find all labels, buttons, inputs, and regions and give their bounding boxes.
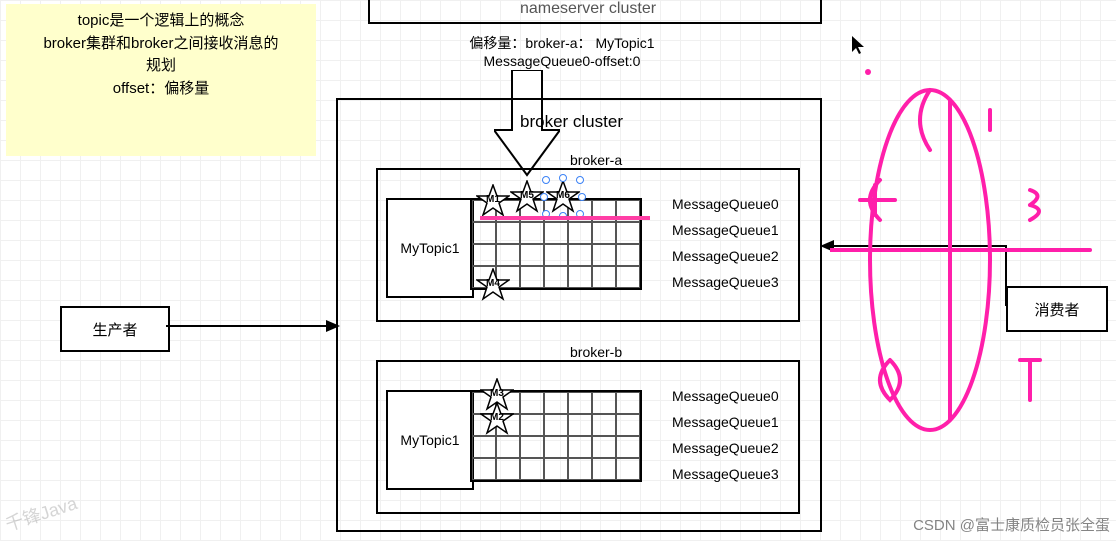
selection-handle[interactable] [540, 193, 548, 201]
grid-cell [544, 266, 568, 288]
broker-cluster-title: broker cluster [520, 112, 623, 132]
grid-cell [520, 414, 544, 436]
broker-b-q2: MessageQueue2 [672, 440, 779, 456]
grid-cell [616, 414, 640, 436]
broker-b-topic-label: MyTopic1 [400, 432, 459, 448]
grid-cell [496, 244, 520, 266]
message-star: M6 [546, 180, 580, 214]
grid-cell [616, 222, 640, 244]
note-line1: topic是一个逻辑上的概念 [14, 10, 308, 33]
grid-cell [568, 266, 592, 288]
grid-cell [568, 392, 592, 414]
grid-cell [520, 458, 544, 480]
grid-cell [568, 458, 592, 480]
grid-cell [544, 392, 568, 414]
highlight-line [480, 216, 650, 220]
grid-cell [520, 392, 544, 414]
grid-cell [544, 244, 568, 266]
grid-cell [592, 222, 616, 244]
star-label: M2 [480, 412, 514, 423]
grid-cell [592, 458, 616, 480]
grid-cell [472, 436, 496, 458]
producer-label: 生产者 [92, 319, 137, 340]
consumer-arrow [820, 236, 1060, 316]
star-label: M6 [546, 190, 580, 201]
offset-text: 偏移量：broker-a： MyTopic1 MessageQueue0-off… [432, 34, 692, 70]
note-line2: broker集群和broker之间接收消息的 [14, 33, 308, 56]
nameserver-label: nameserver cluster [520, 0, 656, 18]
grid-cell [496, 436, 520, 458]
broker-b-q3: MessageQueue3 [672, 466, 779, 482]
grid-cell [544, 222, 568, 244]
broker-a-q2: MessageQueue2 [672, 248, 779, 264]
grid-cell [616, 266, 640, 288]
broker-a-topic: MyTopic1 [386, 198, 474, 298]
selection-handle[interactable] [576, 176, 584, 184]
broker-a-label: broker-a [570, 152, 622, 168]
grid-cell [592, 436, 616, 458]
broker-b-topic: MyTopic1 [386, 390, 474, 490]
star-label: M4 [476, 278, 510, 289]
selection-handle[interactable] [578, 193, 586, 201]
grid-cell [520, 244, 544, 266]
grid-cell [544, 458, 568, 480]
grid-cell [568, 414, 592, 436]
grid-cell [472, 458, 496, 480]
star-label: M3 [480, 388, 514, 399]
star-label: M1 [476, 194, 510, 205]
selection-handle[interactable] [542, 176, 550, 184]
message-star: M5 [510, 180, 544, 214]
grid-cell [520, 222, 544, 244]
grid-cell [568, 244, 592, 266]
broker-b-q0: MessageQueue0 [672, 388, 779, 404]
grid-cell [616, 458, 640, 480]
grid-cell [544, 414, 568, 436]
grid-cell [592, 414, 616, 436]
grid-cell [520, 436, 544, 458]
broker-a-q0: MessageQueue0 [672, 196, 779, 212]
watermark-right: CSDN @富士康质检员张全蛋 [913, 514, 1110, 535]
producer-box: 生产者 [60, 306, 170, 352]
grid-cell [568, 436, 592, 458]
note-box: topic是一个逻辑上的概念 broker集群和broker之间接收消息的 规划… [6, 4, 316, 156]
grid-cell [472, 244, 496, 266]
message-star: M4 [476, 268, 510, 302]
offset-line1: 偏移量：broker-a： MyTopic1 [432, 34, 692, 52]
broker-a-q1: MessageQueue1 [672, 222, 779, 238]
broker-a-topic-label: MyTopic1 [400, 240, 459, 256]
offset-line2: MessageQueue0-offset:0 [432, 52, 692, 70]
broker-b-q1: MessageQueue1 [672, 414, 779, 430]
grid-cell [496, 458, 520, 480]
grid-cell [520, 266, 544, 288]
grid-cell [544, 436, 568, 458]
mouse-cursor [852, 36, 866, 59]
broker-b-label: broker-b [570, 344, 622, 360]
star-label: M5 [510, 190, 544, 201]
grid-cell [496, 222, 520, 244]
message-star: M2 [480, 402, 514, 436]
broker-a-q3: MessageQueue3 [672, 274, 779, 290]
grid-cell [472, 222, 496, 244]
grid-cell [592, 244, 616, 266]
grid-cell [616, 392, 640, 414]
grid-cell [592, 392, 616, 414]
grid-cell [592, 266, 616, 288]
producer-arrow [166, 316, 340, 336]
grid-cell [568, 222, 592, 244]
grid-cell [616, 244, 640, 266]
selection-handle[interactable] [559, 174, 567, 182]
note-line3: 规划 [14, 55, 308, 78]
message-star: M1 [476, 184, 510, 218]
grid-cell [616, 436, 640, 458]
note-line4: offset：偏移量 [14, 78, 308, 101]
